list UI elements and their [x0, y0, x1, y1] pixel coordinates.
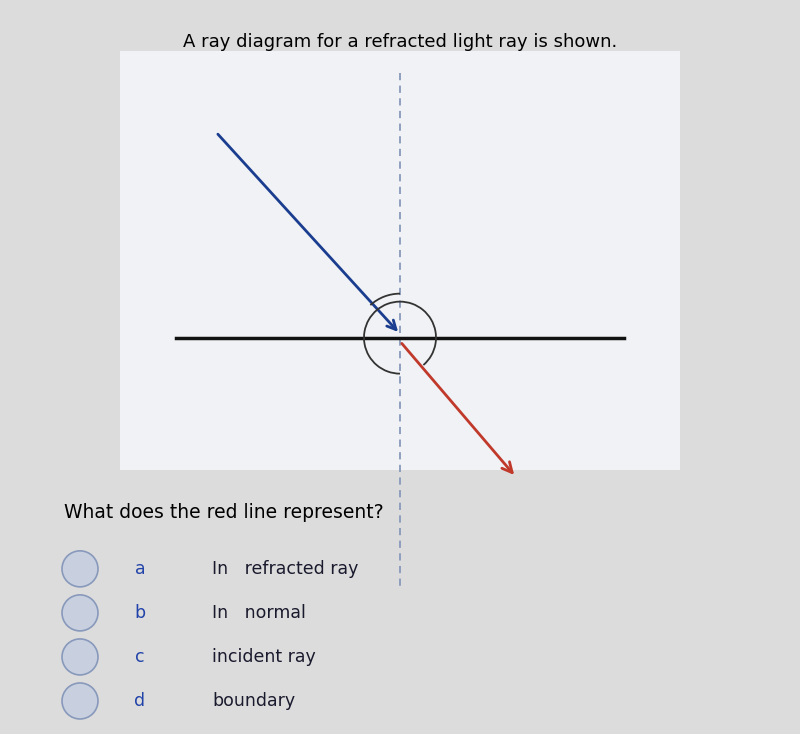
Circle shape — [62, 550, 98, 587]
Text: incident ray: incident ray — [212, 648, 316, 666]
Text: b: b — [134, 604, 146, 622]
Text: In   refracted ray: In refracted ray — [212, 560, 358, 578]
Text: c: c — [135, 648, 145, 666]
Text: d: d — [134, 692, 146, 710]
Circle shape — [62, 639, 98, 675]
Circle shape — [62, 683, 98, 719]
Text: A ray diagram for a refracted light ray is shown.: A ray diagram for a refracted light ray … — [183, 33, 617, 51]
Text: a: a — [134, 560, 146, 578]
FancyBboxPatch shape — [120, 51, 680, 470]
Text: In   normal: In normal — [212, 604, 306, 622]
Text: boundary: boundary — [212, 692, 295, 710]
Circle shape — [62, 595, 98, 631]
Text: What does the red line represent?: What does the red line represent? — [64, 503, 384, 522]
